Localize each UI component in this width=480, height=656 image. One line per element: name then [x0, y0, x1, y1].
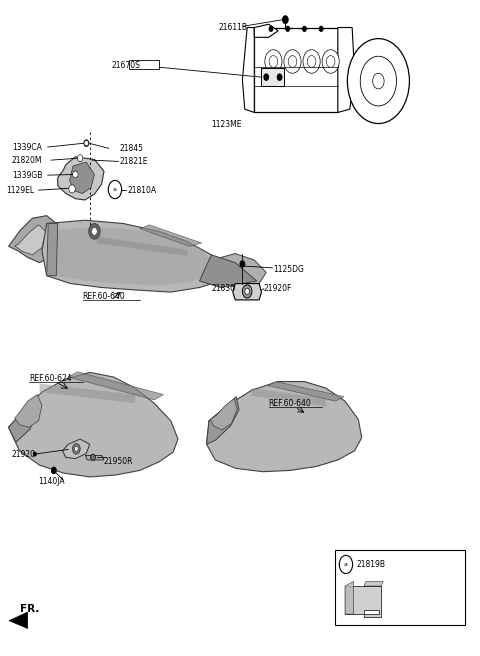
Polygon shape [47, 224, 58, 276]
Polygon shape [9, 400, 36, 442]
Polygon shape [56, 227, 214, 285]
Polygon shape [338, 28, 355, 112]
Circle shape [302, 26, 306, 31]
Circle shape [73, 172, 77, 177]
Circle shape [265, 50, 282, 73]
Circle shape [84, 140, 89, 146]
Circle shape [264, 74, 269, 81]
Text: 21920: 21920 [12, 449, 36, 459]
Polygon shape [9, 216, 59, 262]
Text: 21830: 21830 [211, 284, 235, 293]
Circle shape [108, 180, 121, 199]
Circle shape [286, 26, 289, 31]
Circle shape [51, 467, 56, 474]
Circle shape [322, 50, 339, 73]
Circle shape [73, 171, 78, 178]
Polygon shape [42, 220, 226, 292]
Circle shape [326, 56, 335, 68]
Text: 21670S: 21670S [111, 61, 140, 70]
Circle shape [34, 452, 36, 456]
Text: 21920F: 21920F [264, 284, 292, 293]
Circle shape [91, 454, 96, 461]
Text: 21820M: 21820M [12, 155, 42, 165]
Text: 21611B: 21611B [218, 23, 248, 32]
Polygon shape [210, 399, 237, 430]
Polygon shape [345, 586, 381, 617]
Text: 1129EL: 1129EL [6, 186, 34, 195]
Circle shape [339, 556, 353, 573]
Polygon shape [199, 255, 257, 287]
Polygon shape [97, 237, 188, 256]
Polygon shape [242, 28, 254, 112]
Circle shape [92, 228, 97, 236]
Circle shape [245, 288, 250, 295]
Text: a: a [344, 562, 348, 567]
Text: 1125DG: 1125DG [274, 265, 304, 274]
Circle shape [303, 50, 320, 73]
Circle shape [319, 26, 323, 31]
Text: 21845: 21845 [120, 144, 144, 153]
Polygon shape [9, 612, 28, 628]
Circle shape [69, 185, 75, 193]
Circle shape [78, 155, 82, 161]
Polygon shape [214, 253, 266, 287]
Circle shape [74, 446, 78, 451]
Circle shape [85, 141, 88, 145]
Bar [254, 28, 338, 112]
Text: 1123ME: 1123ME [211, 119, 242, 129]
Circle shape [348, 39, 409, 123]
Circle shape [70, 186, 74, 192]
Circle shape [282, 16, 288, 24]
Polygon shape [39, 384, 135, 403]
Circle shape [372, 73, 384, 89]
Text: 21810A: 21810A [128, 186, 157, 195]
Bar [129, 60, 159, 69]
Polygon shape [62, 439, 90, 459]
Polygon shape [15, 225, 45, 255]
Text: 21819B: 21819B [357, 560, 386, 569]
Polygon shape [58, 157, 104, 200]
Text: REF.60-640: REF.60-640 [83, 292, 125, 301]
Text: 1339CA: 1339CA [12, 142, 42, 152]
Polygon shape [364, 581, 383, 586]
Polygon shape [206, 397, 239, 444]
Text: 21950R: 21950R [104, 457, 133, 466]
Text: FR.: FR. [20, 604, 39, 614]
Polygon shape [68, 372, 164, 400]
Circle shape [360, 56, 396, 106]
Polygon shape [252, 388, 326, 406]
Text: a: a [113, 187, 117, 192]
Polygon shape [233, 283, 262, 300]
Polygon shape [268, 382, 344, 401]
Text: REF.60-624: REF.60-624 [29, 375, 72, 384]
Circle shape [269, 26, 273, 31]
Polygon shape [140, 225, 202, 247]
Text: 21821E: 21821E [120, 157, 148, 166]
Bar [336, 550, 465, 625]
Polygon shape [345, 581, 354, 614]
Polygon shape [9, 373, 178, 477]
Circle shape [288, 56, 297, 68]
Polygon shape [70, 162, 95, 194]
Polygon shape [15, 395, 42, 427]
Circle shape [89, 224, 100, 239]
Circle shape [78, 155, 83, 161]
Circle shape [72, 443, 80, 454]
Circle shape [277, 74, 282, 81]
Text: 1339GB: 1339GB [12, 171, 42, 180]
Polygon shape [206, 382, 362, 472]
Polygon shape [254, 24, 278, 37]
Circle shape [269, 56, 278, 68]
Circle shape [242, 285, 252, 298]
Text: REF.60-640: REF.60-640 [269, 400, 312, 408]
Circle shape [307, 56, 316, 68]
Bar [262, 68, 284, 87]
Circle shape [284, 50, 301, 73]
Text: 1140JA: 1140JA [38, 477, 65, 486]
Polygon shape [85, 455, 104, 460]
Circle shape [240, 260, 245, 267]
